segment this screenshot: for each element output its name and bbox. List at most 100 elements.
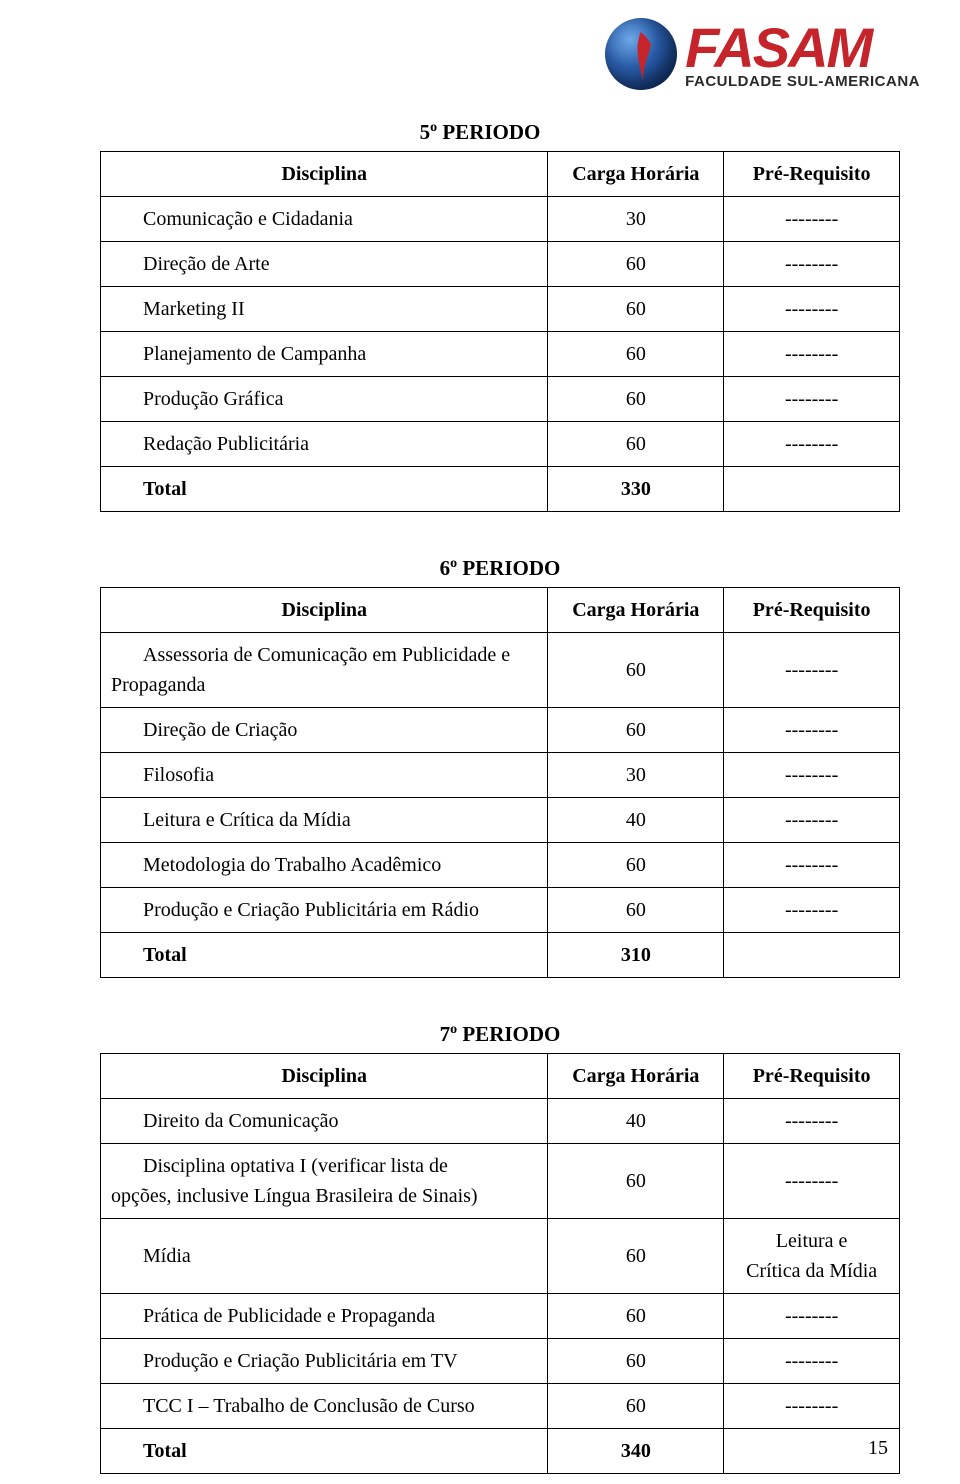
- cell-disciplina: Prática de Publicidade e Propaganda: [101, 1294, 548, 1339]
- cell-carga: 60: [548, 1144, 724, 1219]
- cell-pre: Leitura eCrítica da Mídia: [724, 1219, 900, 1294]
- cell-carga: 60: [548, 422, 724, 467]
- cell-disciplina: Redação Publicitária: [101, 422, 548, 467]
- cell-pre: --------: [724, 332, 900, 377]
- table-row: Comunicação e Cidadania30--------: [101, 197, 900, 242]
- cell-disciplina: Produção e Criação Publicitária em TV: [101, 1339, 548, 1384]
- table-row: Mídia60Leitura eCrítica da Mídia: [101, 1219, 900, 1294]
- cell-carga: 60: [548, 1294, 724, 1339]
- table-total-row: Total310: [101, 933, 900, 978]
- cell-carga: 30: [548, 197, 724, 242]
- cell-disciplina: Comunicação e Cidadania: [101, 197, 548, 242]
- curriculum-table: DisciplinaCarga HoráriaPré-Requisito Asse…: [100, 587, 900, 978]
- cell-carga: 60: [548, 242, 724, 287]
- cell-disciplina: Direção de Criação: [101, 708, 548, 753]
- total-blank: [724, 933, 900, 978]
- period-ord: o: [450, 1022, 457, 1037]
- cell-carga: 30: [548, 753, 724, 798]
- cell-pre: --------: [724, 753, 900, 798]
- cell-pre: --------: [724, 1339, 900, 1384]
- curriculum-table: DisciplinaCarga HoráriaPré-RequisitoComu…: [100, 151, 900, 512]
- period-ord: o: [450, 556, 457, 571]
- table-row: Disciplina optativa I (verificar lista d…: [101, 1144, 900, 1219]
- period-title: 5o PERIODO: [60, 120, 900, 145]
- cell-pre: --------: [724, 1384, 900, 1429]
- cell-disciplina: Leitura e Crítica da Mídia: [101, 798, 548, 843]
- cell-disciplina: Direito da Comunicação: [101, 1099, 548, 1144]
- logo-sub: FACULDADE SUL-AMERICANA: [685, 74, 920, 89]
- col-header-disciplina: Disciplina: [101, 1054, 548, 1099]
- table-row: Filosofia30--------: [101, 753, 900, 798]
- period-word: PERIODO: [462, 1022, 560, 1046]
- logo-main: FASAM: [685, 20, 920, 76]
- cell-pre: --------: [724, 287, 900, 332]
- col-header-disciplina: Disciplina: [101, 152, 548, 197]
- cell-carga: 60: [548, 708, 724, 753]
- cell-pre: --------: [724, 197, 900, 242]
- cell-pre: --------: [724, 1294, 900, 1339]
- cell-pre: --------: [724, 633, 900, 708]
- period-title: 7o PERIODO: [100, 1022, 900, 1047]
- cell-disciplina: Metodologia do Trabalho Acadêmico: [101, 843, 548, 888]
- cell-disciplina: Assessoria de Comunicação em Publicidade…: [101, 633, 548, 708]
- cell-disciplina: Planejamento de Campanha: [101, 332, 548, 377]
- cell-pre: --------: [724, 1144, 900, 1219]
- table-row: Produção e Criação Publicitária em Rádio…: [101, 888, 900, 933]
- cell-carga: 40: [548, 1099, 724, 1144]
- curriculum-table: DisciplinaCarga HoráriaPré-RequisitoDire…: [100, 1053, 900, 1474]
- cell-pre: --------: [724, 377, 900, 422]
- period-num: 7: [440, 1022, 451, 1046]
- table-row: Direção de Arte60--------: [101, 242, 900, 287]
- period-title: 6o PERIODO: [100, 556, 900, 581]
- col-header-carga: Carga Horária: [548, 1054, 724, 1099]
- cell-pre: --------: [724, 242, 900, 287]
- logo: FASAM FACULDADE SUL-AMERICANA: [605, 18, 920, 90]
- table-row: Marketing II60--------: [101, 287, 900, 332]
- cell-carga: 60: [548, 332, 724, 377]
- cell-disciplina: Produção Gráfica: [101, 377, 548, 422]
- logo-globe-icon: [605, 18, 677, 90]
- col-header-disciplina: Disciplina: [101, 588, 548, 633]
- cell-pre: --------: [724, 843, 900, 888]
- cell-carga: 60: [548, 287, 724, 332]
- col-header-pre: Pré-Requisito: [724, 152, 900, 197]
- cell-carga: 60: [548, 1339, 724, 1384]
- total-value: 310: [548, 933, 724, 978]
- cell-disciplina: Disciplina optativa I (verificar lista d…: [101, 1144, 548, 1219]
- col-header-carga: Carga Horária: [548, 588, 724, 633]
- table-row: Produção Gráfica60--------: [101, 377, 900, 422]
- period-num: 5: [420, 120, 431, 144]
- col-header-carga: Carga Horária: [548, 152, 724, 197]
- table-row: Planejamento de Campanha60--------: [101, 332, 900, 377]
- cell-disciplina: TCC I – Trabalho de Conclusão de Curso: [101, 1384, 548, 1429]
- table-row: Direção de Criação60--------: [101, 708, 900, 753]
- table-row: Metodologia do Trabalho Acadêmico60-----…: [101, 843, 900, 888]
- cell-pre: --------: [724, 422, 900, 467]
- cell-disciplina: Direção de Arte: [101, 242, 548, 287]
- col-header-pre: Pré-Requisito: [724, 588, 900, 633]
- col-header-pre: Pré-Requisito: [724, 1054, 900, 1099]
- total-label: Total: [101, 1429, 548, 1474]
- cell-carga: 60: [548, 888, 724, 933]
- period-ord: o: [430, 120, 437, 135]
- cell-carga: 60: [548, 377, 724, 422]
- table-row: Leitura e Crítica da Mídia40--------: [101, 798, 900, 843]
- table-row: Prática de Publicidade e Propaganda60---…: [101, 1294, 900, 1339]
- cell-pre: --------: [724, 798, 900, 843]
- logo-text: FASAM FACULDADE SUL-AMERICANA: [685, 20, 920, 89]
- table-row: Direito da Comunicação40--------: [101, 1099, 900, 1144]
- cell-pre: --------: [724, 1099, 900, 1144]
- total-label: Total: [101, 933, 548, 978]
- cell-carga: 60: [548, 633, 724, 708]
- total-value: 330: [548, 467, 724, 512]
- cell-disciplina: Mídia: [101, 1219, 548, 1294]
- table-total-row: Total340: [101, 1429, 900, 1474]
- cell-carga: 60: [548, 1219, 724, 1294]
- cell-carga: 60: [548, 1384, 724, 1429]
- period-word: PERIODO: [462, 556, 560, 580]
- cell-disciplina: Produção e Criação Publicitária em Rádio: [101, 888, 548, 933]
- cell-disciplina: Filosofia: [101, 753, 548, 798]
- total-blank: [724, 467, 900, 512]
- table-row: TCC I – Trabalho de Conclusão de Curso60…: [101, 1384, 900, 1429]
- page-number: 15: [868, 1437, 888, 1460]
